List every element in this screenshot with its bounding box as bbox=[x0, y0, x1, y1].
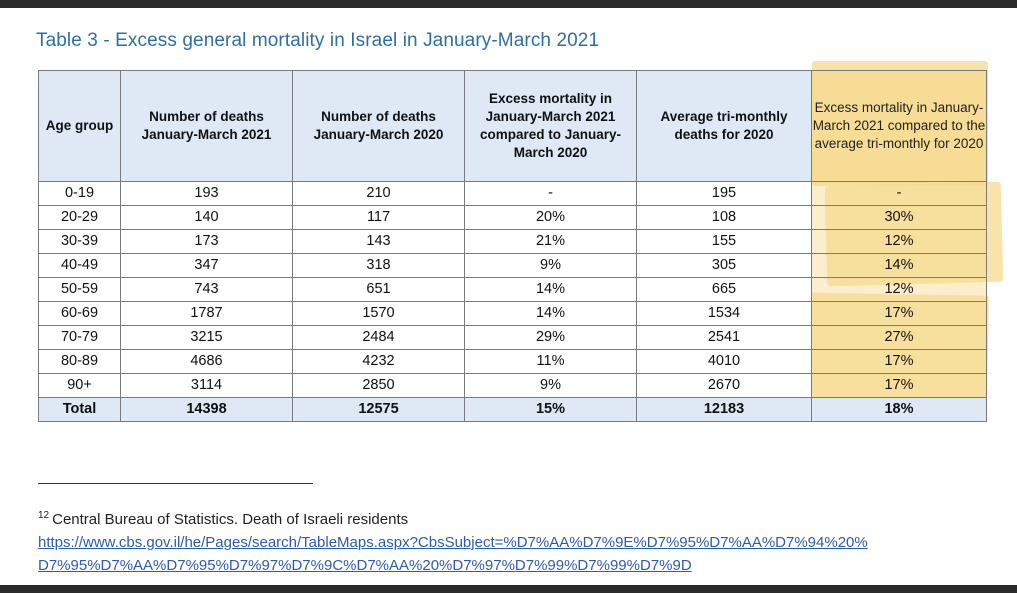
total-average-tri-monthly: 12183 bbox=[636, 397, 812, 422]
cell-age-group: 30-39 bbox=[38, 229, 121, 254]
cell-excess-vs-2020: 11% bbox=[464, 349, 637, 374]
cell-age-group: 50-59 bbox=[38, 277, 121, 302]
cell-excess-vs-average: 27% bbox=[811, 325, 987, 350]
table-row: 90+ 3114 2850 9% 2670 17% bbox=[38, 373, 987, 398]
table-title: Table 3 - Excess general mortality in Is… bbox=[36, 30, 600, 51]
cell-average-tri-monthly: 2670 bbox=[636, 373, 812, 398]
bottom-bar bbox=[0, 585, 1017, 593]
cell-deaths-2021: 3215 bbox=[120, 325, 293, 350]
total-deaths-2020: 12575 bbox=[292, 397, 465, 422]
table-row: 30-39 173 143 21% 155 12% bbox=[38, 229, 987, 254]
cell-excess-vs-2020: 9% bbox=[464, 253, 637, 278]
top-bar bbox=[0, 0, 1017, 8]
header-deaths-2020: Number of deaths January-March 2020 bbox=[292, 70, 465, 182]
cell-deaths-2020: 2850 bbox=[292, 373, 465, 398]
footnote-number: 12 bbox=[38, 510, 50, 521]
cell-age-group: 40-49 bbox=[38, 253, 121, 278]
total-excess-vs-2020: 15% bbox=[464, 397, 637, 422]
cell-average-tri-monthly: 305 bbox=[636, 253, 812, 278]
cell-deaths-2021: 3114 bbox=[120, 373, 293, 398]
table-row: 50-59 743 651 14% 665 12% bbox=[38, 277, 987, 302]
source-link-line-1[interactable]: https://www.cbs.gov.il/he/Pages/search/T… bbox=[38, 534, 868, 551]
cell-average-tri-monthly: 195 bbox=[636, 181, 812, 206]
cell-excess-vs-2020: 29% bbox=[464, 325, 637, 350]
total-label: Total bbox=[38, 397, 121, 422]
cell-excess-vs-2020: 20% bbox=[464, 205, 637, 230]
total-deaths-2021: 14398 bbox=[120, 397, 293, 422]
cell-excess-vs-average: 17% bbox=[811, 301, 987, 326]
cell-age-group: 0-19 bbox=[38, 181, 121, 206]
cell-deaths-2021: 743 bbox=[120, 277, 293, 302]
cell-deaths-2021: 1787 bbox=[120, 301, 293, 326]
cell-excess-vs-average: 30% bbox=[811, 205, 987, 230]
cell-deaths-2021: 347 bbox=[120, 253, 293, 278]
cell-excess-vs-average: 17% bbox=[811, 349, 987, 374]
table-header-row: Age group Number of deaths January-March… bbox=[38, 70, 987, 182]
cell-age-group: 20-29 bbox=[38, 205, 121, 230]
cell-average-tri-monthly: 108 bbox=[636, 205, 812, 230]
cell-excess-vs-2020: 14% bbox=[464, 301, 637, 326]
cell-deaths-2020: 318 bbox=[292, 253, 465, 278]
table-body: 0-19 193 210-195-20-29 140 117 20% 108 30% 30-39… bbox=[38, 181, 987, 398]
cell-excess-vs-average: 17% bbox=[811, 373, 987, 398]
cell-average-tri-monthly: 1534 bbox=[636, 301, 812, 326]
cell-excess-vs-average: - bbox=[811, 181, 987, 206]
table-row: 60-69 1787 1570 14% 1534 17% bbox=[38, 301, 987, 326]
header-excess-vs-average: Excess mortality in January-March 2021 c… bbox=[811, 70, 987, 182]
source-link-line-2[interactable]: D7%95%D7%AA%D7%95%D7%97%D7%9C%D7%AA%20%D… bbox=[38, 557, 692, 574]
cell-deaths-2020: 651 bbox=[292, 277, 465, 302]
cell-deaths-2020: 2484 bbox=[292, 325, 465, 350]
cell-deaths-2021: 193 bbox=[120, 181, 293, 206]
cell-excess-vs-2020: 9% bbox=[464, 373, 637, 398]
cell-age-group: 70-79 bbox=[38, 325, 121, 350]
cell-excess-vs-2020: 14% bbox=[464, 277, 637, 302]
table-total-row: Total 14398 12575 15% 12183 18% bbox=[38, 397, 987, 422]
cell-deaths-2020: 1570 bbox=[292, 301, 465, 326]
cell-deaths-2020: 143 bbox=[292, 229, 465, 254]
cell-deaths-2020: 117 bbox=[292, 205, 465, 230]
header-excess-vs-2020: Excess mortality in January-March 2021 c… bbox=[464, 70, 637, 182]
cell-average-tri-monthly: 155 bbox=[636, 229, 812, 254]
cell-deaths-2020: 4232 bbox=[292, 349, 465, 374]
cell-deaths-2020: 210 bbox=[292, 181, 465, 206]
cell-deaths-2021: 4686 bbox=[120, 349, 293, 374]
cell-excess-vs-2020: 21% bbox=[464, 229, 637, 254]
cell-average-tri-monthly: 2541 bbox=[636, 325, 812, 350]
table-row: 70-79 3215 2484 29% 2541 27% bbox=[38, 325, 987, 350]
document-page: Table 3 - Excess general mortality in Is… bbox=[0, 8, 1017, 585]
footnote-separator bbox=[38, 483, 313, 484]
header-deaths-2021: Number of deaths January-March 2021 bbox=[120, 70, 293, 182]
cell-excess-vs-average: 12% bbox=[811, 229, 987, 254]
mortality-table: Age group Number of deaths January-March… bbox=[38, 70, 987, 422]
footnote-text: Central Bureau of Statistics. Death of I… bbox=[52, 511, 409, 528]
header-age-group: Age group bbox=[38, 70, 121, 182]
table-row: 0-19 193 210-195- bbox=[38, 181, 987, 206]
total-excess-vs-average: 18% bbox=[811, 397, 987, 422]
cell-age-group: 80-89 bbox=[38, 349, 121, 374]
cell-excess-vs-average: 12% bbox=[811, 277, 987, 302]
table-row: 40-49 347 318 9% 305 14% bbox=[38, 253, 987, 278]
cell-deaths-2021: 173 bbox=[120, 229, 293, 254]
footnote: 12 Central Bureau of Statistics. Death of… bbox=[38, 510, 408, 528]
header-average-tri-monthly: Average tri-monthly deaths for 2020 bbox=[636, 70, 812, 182]
cell-age-group: 90+ bbox=[38, 373, 121, 398]
table-row: 20-29 140 117 20% 108 30% bbox=[38, 205, 987, 230]
cell-average-tri-monthly: 665 bbox=[636, 277, 812, 302]
cell-excess-vs-average: 14% bbox=[811, 253, 987, 278]
cell-age-group: 60-69 bbox=[38, 301, 121, 326]
cell-average-tri-monthly: 4010 bbox=[636, 349, 812, 374]
cell-excess-vs-2020: - bbox=[464, 181, 637, 206]
cell-deaths-2021: 140 bbox=[120, 205, 293, 230]
table-row: 80-89 4686 4232 11% 4010 17% bbox=[38, 349, 987, 374]
